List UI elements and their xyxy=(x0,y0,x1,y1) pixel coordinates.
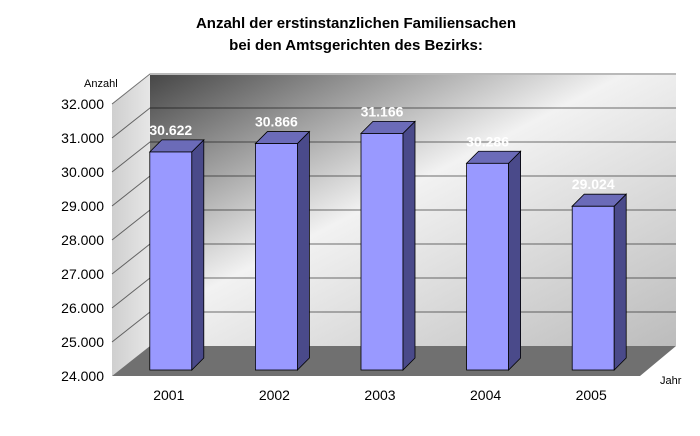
bar-top xyxy=(571,193,628,207)
gridline xyxy=(111,107,676,139)
bar-front xyxy=(254,143,298,371)
y-axis-label: Anzahl xyxy=(84,78,118,90)
bar-top xyxy=(360,120,416,134)
y-axis-ticks: 24.000 25.000 26.000 27.000 28.000 29.000 30.0… xyxy=(61,96,104,384)
bar-front xyxy=(571,205,615,371)
chart-title-line2: bei den Amtsgerichten des Bezirks: xyxy=(229,37,483,54)
y-tick-label: 25.000 xyxy=(61,334,104,350)
x-tick-label: 2001 xyxy=(153,387,184,403)
x-tick-label: 2002 xyxy=(259,387,290,403)
bar-side xyxy=(402,120,416,371)
bar: 30.866 xyxy=(254,114,311,371)
y-tick-label: 29.000 xyxy=(61,198,104,214)
x-tick-label: 2005 xyxy=(576,387,607,403)
bar-front xyxy=(149,151,193,371)
y-tick-label: 24.000 xyxy=(61,368,104,384)
x-axis-label: Jahr xyxy=(660,375,682,387)
bar-side xyxy=(191,138,205,371)
bar-front xyxy=(466,162,510,371)
gridline xyxy=(111,73,676,105)
y-tick-label: 28.000 xyxy=(61,232,104,248)
bar-front xyxy=(360,132,404,371)
data-label: 30.866 xyxy=(255,114,298,130)
bar: 30.622 xyxy=(148,122,205,371)
x-tick-label: 2003 xyxy=(364,387,395,403)
y-tick-label: 27.000 xyxy=(61,266,104,282)
bar-top xyxy=(465,150,522,164)
bar-side xyxy=(296,130,310,371)
x-tick-label: 2004 xyxy=(470,387,501,403)
bar-top xyxy=(148,139,205,153)
data-label: 30.286 xyxy=(466,133,509,149)
data-label: 31.166 xyxy=(361,103,404,119)
bar: 29.024 xyxy=(571,176,628,371)
bar-top xyxy=(254,131,311,144)
chart-title-line1: Anzahl der erstinstanzlichen Familiensac… xyxy=(196,15,516,32)
bar-side xyxy=(613,193,627,371)
y-tick-label: 26.000 xyxy=(61,300,104,316)
gridline xyxy=(111,141,676,173)
bars: 30.622 30.866 31.166 30.286 29.024 xyxy=(148,103,628,371)
data-label: 30.622 xyxy=(149,122,192,138)
y-tick-label: 30.000 xyxy=(61,164,104,180)
x-axis-ticks: 2001 2002 2003 2004 2005 xyxy=(153,387,607,403)
bar: 31.166 xyxy=(360,103,416,371)
data-label: 29.024 xyxy=(572,176,615,192)
y-tick-label: 31.000 xyxy=(61,130,104,146)
y-tick-label: 32.000 xyxy=(61,96,104,112)
bar: 30.286 xyxy=(465,133,522,371)
bar-side xyxy=(508,150,521,371)
